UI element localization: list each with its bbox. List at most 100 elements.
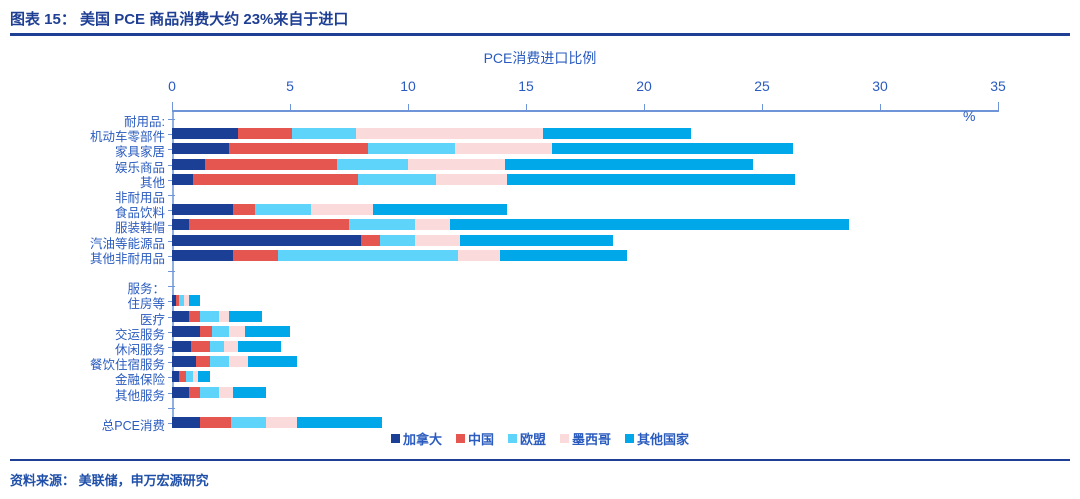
bar-segment [193,173,359,185]
x-tick-label: 30 [872,78,888,94]
category-label: 家具家居 [114,145,165,160]
category-label: 餐饮住宿服务 [89,358,165,373]
footer-divider [10,459,1070,461]
bar-segment [172,128,239,140]
y-tick [168,179,175,181]
bar-segment [337,158,408,170]
bar-segment [367,143,456,155]
category-label: 机动车零部件 [89,130,165,145]
y-tick [168,119,175,120]
bar-segment [175,295,180,307]
category-label: 医疗 [139,312,165,327]
bar-segment [358,173,437,185]
x-tick-label: 5 [286,78,294,94]
y-tick [168,164,175,166]
y-axis-spine [172,110,174,420]
legend-label: 欧盟 [519,432,546,447]
x-axis-unit-label: % [963,108,976,124]
category-label: 总PCE消费 [101,419,165,433]
bar-segment [408,158,505,170]
category-label: 住房等 [127,297,165,312]
bar-segment [247,356,298,368]
bar-segment [500,249,628,261]
y-tick [168,316,175,318]
bar-segment [172,325,201,337]
bar-segment [238,341,281,352]
bar-segment [415,234,460,246]
bar-segment [205,158,338,170]
bar-segment [507,173,796,185]
x-tick-label: 10 [400,78,416,94]
legend-item[interactable]: 墨西哥 [560,429,611,448]
bar-segment [360,234,380,246]
legend-label: 中国 [467,432,494,447]
bar-segment [459,234,614,246]
x-tick [526,104,527,112]
category-label: 交运服务 [114,327,165,342]
category-label: 其他服务 [114,388,165,403]
source-note: 资料来源： 美联储，申万宏源研究 [10,473,209,488]
y-tick [168,377,175,379]
bar-segment [172,234,361,246]
bar-segment [233,386,267,398]
bar-segment [188,310,201,322]
bar-segment [200,325,213,337]
legend-swatch-icon [625,434,635,443]
bar-segment [172,173,194,185]
bar-segment [195,356,210,368]
bar-segment [188,386,201,398]
bar-segment [197,371,210,383]
y-tick [168,240,175,242]
bar-segment [172,295,176,307]
y-tick [168,255,175,257]
x-tick-label: 35 [990,78,1006,94]
bar-segment [172,386,189,398]
x-tick [998,102,999,112]
bar-segment [223,341,239,352]
legend-swatch-icon [507,434,517,443]
bar-segment [415,219,451,231]
x-tick-label: 15 [518,78,534,94]
y-tick [168,301,175,303]
bar-segment [172,371,180,383]
category-label: 食品饮料 [114,206,165,221]
bar-segment [183,295,189,307]
bar-segment [231,417,267,428]
bar-segment [179,371,187,383]
legend-item[interactable]: 其他国家 [625,429,689,448]
bar-segment [179,295,184,307]
bar-segment [172,310,189,322]
bar-segment [228,310,262,322]
bar-segment [278,249,458,261]
legend-item[interactable]: 中国 [455,429,494,448]
bar-segment [172,249,234,261]
bar-segment [200,417,231,428]
y-tick [168,331,175,333]
bar-segment [188,219,349,231]
bar-segment [219,386,234,398]
bar-segment [212,325,229,337]
y-tick [168,286,175,288]
bar-segment [209,356,229,368]
bar-segment [436,173,508,185]
x-tick-label: 0 [168,78,176,94]
category-label: 汽油等能源品 [89,236,165,251]
x-tick [644,104,645,112]
bar-segment [311,204,373,216]
bar-segment [188,295,201,307]
y-tick [168,134,175,136]
category-label: 非耐用品 [114,191,165,205]
legend-item[interactable]: 加拿大 [390,429,442,448]
figure-title: 图表 15： 美国 PCE 商品消费大约 23%来自于进口 [10,11,349,28]
y-tick [168,423,175,424]
y-tick [168,347,175,348]
legend-item[interactable]: 欧盟 [507,429,546,448]
bar-segment [233,204,255,216]
bar-segment [172,219,189,231]
bar-segment [228,143,368,155]
legend-swatch-icon [455,434,465,443]
x-tick-label: 25 [754,78,770,94]
bar-segment [172,356,196,368]
bar-segment [193,371,198,383]
bar-segment [349,219,416,231]
